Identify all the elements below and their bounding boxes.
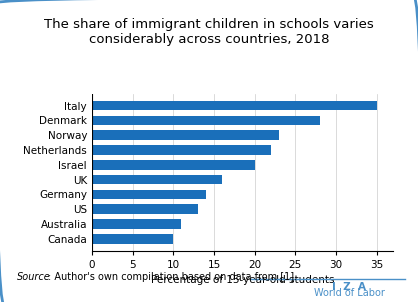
Bar — [92, 101, 377, 110]
Bar — [92, 145, 271, 155]
Text: World of Labor: World of Labor — [314, 288, 385, 298]
Bar — [92, 219, 181, 229]
Text: I  Z  A: I Z A — [332, 282, 366, 292]
Bar — [92, 160, 255, 169]
Bar — [92, 116, 320, 125]
Bar — [92, 175, 222, 184]
Text: Source: Source — [17, 272, 51, 282]
X-axis label: Percentage of 15-year-old students: Percentage of 15-year-old students — [151, 275, 334, 285]
Bar — [92, 190, 206, 199]
Text: : Author's own compilation based on data from [1].: : Author's own compilation based on data… — [48, 272, 297, 282]
Bar — [92, 234, 173, 243]
Text: The share of immigrant children in schools varies
considerably across countries,: The share of immigrant children in schoo… — [44, 18, 374, 46]
Bar — [92, 130, 279, 140]
Bar — [92, 204, 198, 214]
